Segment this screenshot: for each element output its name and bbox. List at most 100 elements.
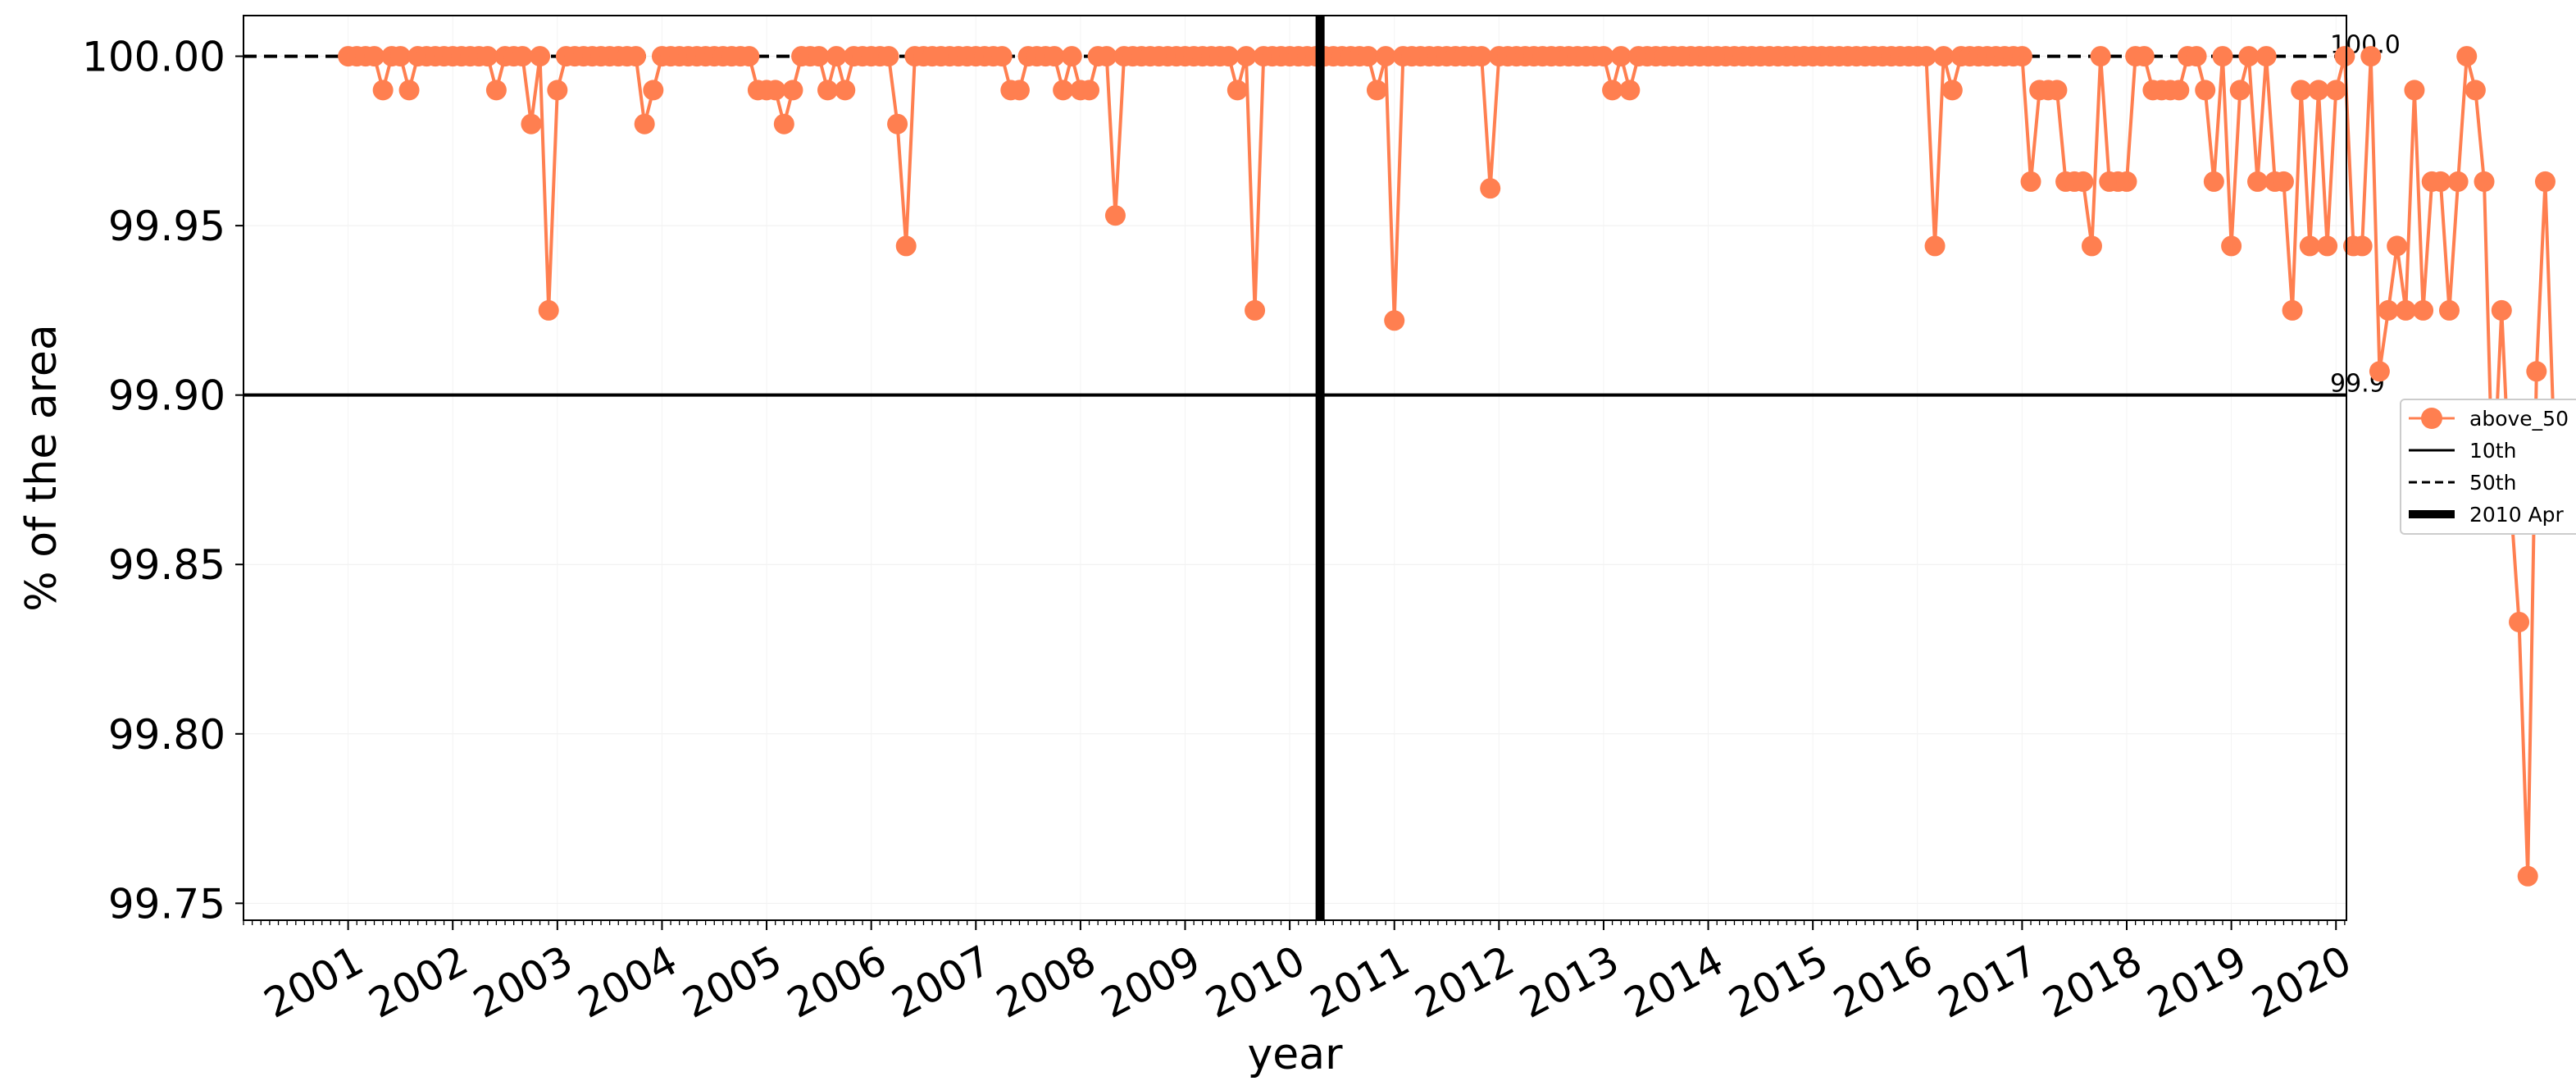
x-tick-label: 2018 — [2035, 937, 2150, 1028]
x-tick-label: 2016 — [1826, 937, 1941, 1028]
data-point — [1061, 46, 1082, 67]
grid-layer — [243, 16, 2346, 920]
data-point — [826, 46, 847, 67]
data-point — [2517, 865, 2538, 887]
data-point — [2447, 171, 2469, 192]
data-point — [485, 80, 507, 101]
data-point — [1602, 80, 1623, 101]
data-point — [530, 46, 551, 67]
x-tick-label: 2020 — [2245, 937, 2360, 1028]
data-point — [2317, 235, 2338, 257]
data-point — [2186, 46, 2207, 67]
data-point — [808, 46, 830, 67]
legend-box — [2400, 399, 2576, 535]
data-point — [1610, 46, 1632, 67]
data-point — [817, 80, 838, 101]
data-point — [1053, 80, 1074, 101]
data-point — [2203, 171, 2224, 192]
data-point — [372, 80, 394, 101]
data-point — [2404, 80, 2425, 101]
x-tick-label: 2007 — [885, 937, 999, 1028]
data-point — [1941, 80, 1963, 101]
data-point — [2351, 235, 2373, 257]
data-point — [2238, 46, 2260, 67]
x-tick-label: 2012 — [1408, 937, 1522, 1028]
data-point — [389, 46, 411, 67]
data-point — [2169, 80, 2190, 101]
data-point — [1044, 46, 1065, 67]
data-point — [1245, 299, 1266, 321]
x-tick-label: 2010 — [1198, 937, 1313, 1028]
data-point — [2378, 299, 2399, 321]
data-point — [2090, 46, 2111, 67]
data-point — [2360, 46, 2382, 67]
data-point — [878, 46, 899, 67]
data-point — [1104, 205, 1126, 226]
data-point — [2413, 299, 2434, 321]
data-point — [1375, 46, 1396, 67]
legend-label: 10th — [2469, 439, 2516, 463]
data-point — [2387, 235, 2408, 257]
x-tick-label: 2017 — [1931, 937, 2046, 1028]
x-tick-label: 2001 — [257, 937, 371, 1028]
data-point — [2464, 80, 2486, 101]
legend-label: 2010 Apr — [2469, 503, 2565, 527]
data-point — [887, 113, 908, 135]
y-tick-label: 100.00 — [82, 34, 225, 81]
x-tick-label: 2008 — [989, 937, 1104, 1028]
y-tick-label: 99.90 — [108, 372, 225, 420]
data-point — [739, 46, 760, 67]
y-tick-label: 99.85 — [108, 541, 225, 589]
data-point — [2430, 171, 2451, 192]
data-point — [2116, 171, 2137, 192]
y-tick-label: 99.95 — [108, 203, 225, 250]
data-point — [521, 113, 542, 135]
data-point — [2133, 46, 2155, 67]
data-point — [1593, 46, 1614, 67]
data-point — [1915, 46, 1937, 67]
x-axis-title: year — [1247, 1030, 1343, 1079]
data-point — [538, 299, 559, 321]
data-point — [1480, 178, 1501, 199]
data-point — [2195, 80, 2216, 101]
x-tick-label: 2013 — [1512, 937, 1627, 1028]
x-tick-label: 2009 — [1094, 937, 1208, 1028]
data-point — [782, 80, 803, 101]
data-point — [2229, 80, 2251, 101]
x-tick-label: 2004 — [571, 937, 685, 1028]
data-point — [991, 46, 1013, 67]
x-tick-label: 2015 — [1722, 937, 1836, 1028]
data-point — [2325, 80, 2346, 101]
data-point — [1619, 80, 1641, 101]
data-point — [2073, 171, 2094, 192]
data-point — [2534, 171, 2556, 192]
data-point — [1096, 46, 1117, 67]
data-point — [1218, 46, 1240, 67]
data-point — [2308, 80, 2329, 101]
data-point — [2526, 361, 2547, 382]
data-point — [773, 113, 794, 135]
data-point — [1924, 235, 1946, 257]
data-point — [2020, 171, 2041, 192]
data-point — [1384, 310, 1405, 331]
data-point — [1933, 46, 1955, 67]
x-tick-label: 2011 — [1303, 937, 1418, 1028]
data-point — [2282, 299, 2303, 321]
data-point — [2509, 611, 2530, 632]
axes: 99.7599.8099.8599.9099.95100.00200120022… — [82, 34, 2359, 1028]
data-point — [643, 80, 664, 101]
legend: above_50 10th 50th 2010 Apr — [2400, 399, 2576, 535]
data-point — [2273, 171, 2294, 192]
plot-frame — [243, 15, 2347, 921]
series-layer — [338, 46, 2565, 887]
data-point — [2438, 299, 2460, 321]
data-point — [895, 235, 917, 257]
data-point — [2456, 46, 2478, 67]
legend-label: 50th — [2469, 471, 2516, 495]
data-point — [2291, 80, 2312, 101]
legend-swatch-marker — [2421, 408, 2442, 429]
data-point — [626, 46, 647, 67]
data-point — [2395, 299, 2416, 321]
